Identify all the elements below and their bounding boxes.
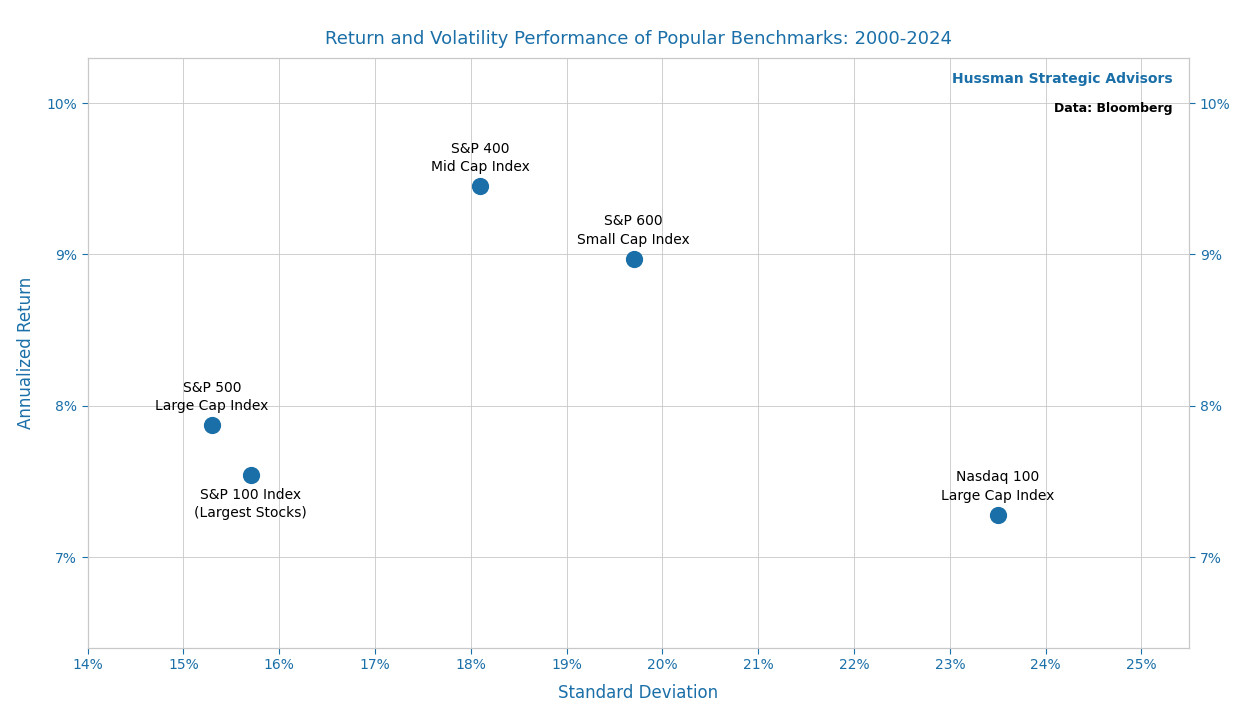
Text: Nasdaq 100
Large Cap Index: Nasdaq 100 Large Cap Index — [942, 470, 1054, 503]
Point — [240, 469, 260, 481]
Title: Return and Volatility Performance of Popular Benchmarks: 2000-2024: Return and Volatility Performance of Pop… — [326, 30, 952, 48]
Y-axis label: Annualized Return: Annualized Return — [18, 276, 35, 429]
Point — [623, 253, 644, 265]
Point — [471, 181, 491, 192]
Text: Hussman Strategic Advisors: Hussman Strategic Advisors — [953, 73, 1173, 86]
Point — [988, 509, 1008, 521]
Text: Data: Bloomberg: Data: Bloomberg — [1054, 102, 1173, 115]
Text: S&P 500
Large Cap Index: S&P 500 Large Cap Index — [155, 381, 269, 413]
Text: S&P 600
Small Cap Index: S&P 600 Small Cap Index — [577, 215, 690, 247]
Point — [202, 420, 222, 431]
X-axis label: Standard Deviation: Standard Deviation — [558, 683, 719, 701]
Text: S&P 400
Mid Cap Index: S&P 400 Mid Cap Index — [431, 142, 530, 174]
Text: S&P 100 Index
(Largest Stocks): S&P 100 Index (Largest Stocks) — [194, 487, 307, 520]
